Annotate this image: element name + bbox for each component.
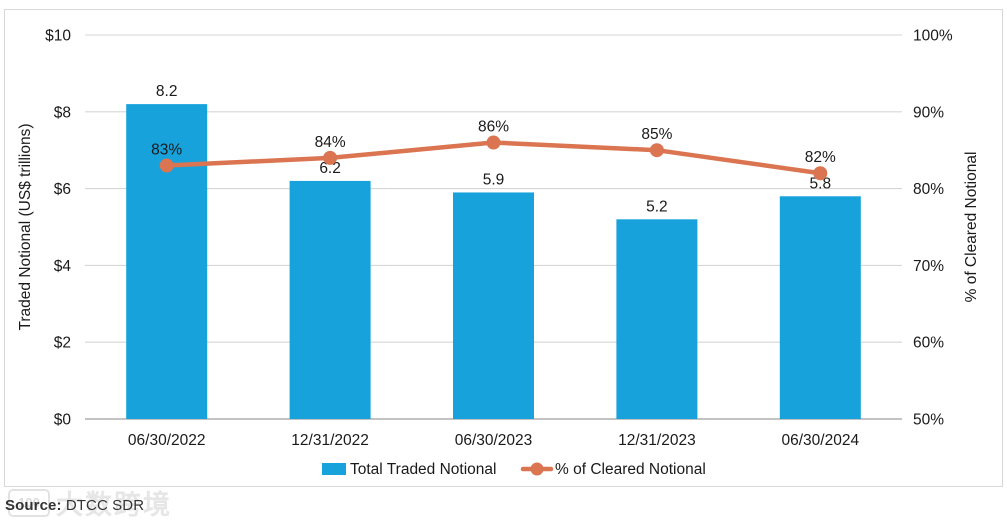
line-point-label: 83% [151, 142, 182, 159]
line-point-label: 82% [805, 149, 836, 166]
y-right-tick-label: 70% [913, 258, 944, 275]
line-point [323, 150, 338, 165]
y-right-tick-label: 60% [913, 335, 944, 352]
line-point-label: 85% [641, 126, 672, 143]
x-tick-label: 06/30/2024 [782, 432, 860, 449]
left-axis-title: Traded Notional (US$ trillions) [17, 123, 34, 330]
bar [779, 196, 861, 419]
y-left-tick-label: $0 [54, 412, 72, 429]
bar [289, 180, 371, 419]
bar [616, 219, 698, 419]
bar-value-label: 5.9 [483, 171, 505, 188]
y-left-tick-label: $4 [54, 258, 72, 275]
legend-swatch-bar [322, 463, 346, 475]
y-right-tick-label: 100% [913, 28, 953, 45]
y-left-tick-label: $8 [54, 104, 71, 121]
plot-border [4, 9, 1003, 487]
line-point [159, 158, 174, 173]
y-left-tick-label: $6 [54, 181, 71, 198]
line-point [649, 143, 664, 158]
line-point-label: 84% [315, 134, 346, 151]
legend-swatch-line-dot [530, 462, 544, 476]
bar-value-label: 5.8 [810, 175, 832, 192]
x-tick-label: 12/31/2023 [618, 432, 696, 449]
right-axis-title: % of Cleared Notional [963, 152, 980, 303]
bar-value-label: 6.2 [319, 160, 341, 177]
bar-value-label: 8.2 [156, 83, 178, 100]
legend-label-bar: Total Traded Notional [350, 461, 496, 478]
source-line: Source: DTCC SDR [5, 497, 144, 514]
y-right-tick-label: 80% [913, 181, 944, 198]
x-tick-label: 12/31/2022 [291, 432, 369, 449]
legend-label-line: % of Cleared Notional [555, 461, 706, 478]
x-tick-label: 06/30/2022 [128, 432, 206, 449]
line-point [813, 166, 828, 181]
y-right-tick-label: 90% [913, 104, 944, 121]
source-value: DTCC SDR [65, 497, 145, 514]
bar [126, 104, 208, 420]
x-tick-label: 06/30/2023 [455, 432, 533, 449]
bar-value-label: 5.2 [646, 198, 668, 215]
bar [453, 192, 534, 419]
y-left-tick-label: $10 [45, 28, 71, 45]
line-point-label: 86% [478, 119, 509, 136]
source-label: Source: [5, 497, 62, 514]
y-left-tick-label: $2 [54, 335, 71, 352]
line-point [486, 135, 501, 150]
y-right-tick-label: 50% [913, 412, 944, 429]
